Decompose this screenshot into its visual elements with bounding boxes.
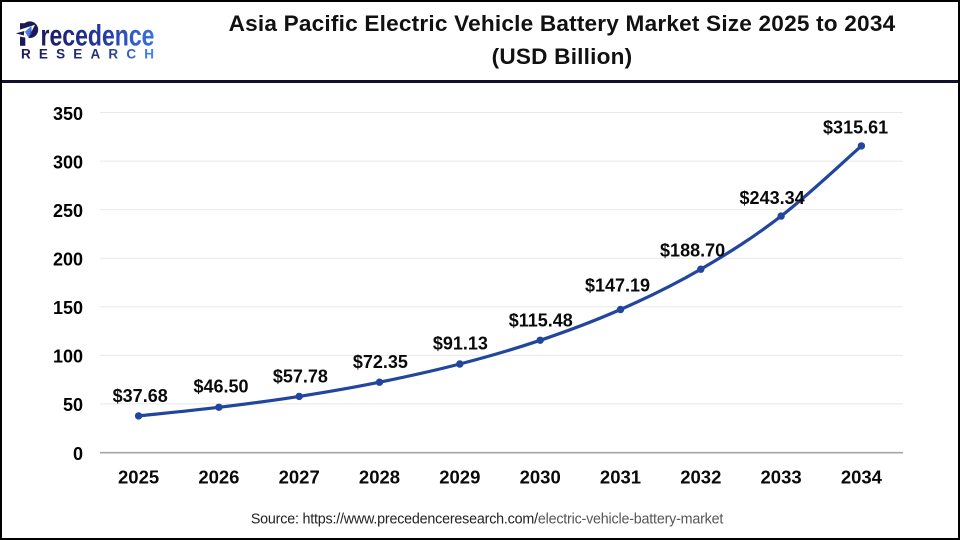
svg-text:100: 100 (53, 347, 83, 367)
svg-text:2025: 2025 (118, 466, 159, 487)
svg-text:2033: 2033 (761, 466, 802, 487)
svg-text:50: 50 (63, 395, 83, 415)
svg-text:2027: 2027 (279, 466, 320, 487)
svg-text:2031: 2031 (600, 466, 641, 487)
svg-text:2026: 2026 (198, 466, 239, 487)
svg-text:Source: https://www.precedence: Source: https://www.precedenceresearch.c… (251, 511, 724, 527)
svg-text:200: 200 (53, 250, 83, 270)
svg-text:250: 250 (53, 201, 83, 221)
svg-text:2029: 2029 (439, 466, 480, 487)
svg-text:$91.13: $91.13 (433, 333, 488, 353)
svg-text:$315.61: $315.61 (823, 117, 888, 137)
svg-text:2032: 2032 (680, 466, 721, 487)
svg-text:2030: 2030 (520, 466, 561, 487)
svg-text:$37.68: $37.68 (113, 386, 168, 406)
svg-text:$115.48: $115.48 (509, 311, 573, 331)
svg-text:2028: 2028 (359, 466, 400, 487)
svg-text:$147.19: $147.19 (585, 275, 650, 295)
svg-text:0: 0 (73, 444, 83, 464)
svg-text:$46.50: $46.50 (193, 377, 248, 397)
svg-text:300: 300 (53, 152, 83, 172)
svg-text:$72.35: $72.35 (353, 352, 408, 372)
svg-text:150: 150 (53, 298, 83, 318)
svg-text:$243.34: $243.34 (740, 188, 805, 208)
svg-text:$57.78: $57.78 (273, 367, 328, 387)
svg-text:recedence: recedence (41, 20, 155, 53)
svg-text:$188.70: $188.70 (660, 240, 725, 260)
svg-text:350: 350 (53, 104, 83, 124)
svg-text:2034: 2034 (841, 466, 883, 487)
